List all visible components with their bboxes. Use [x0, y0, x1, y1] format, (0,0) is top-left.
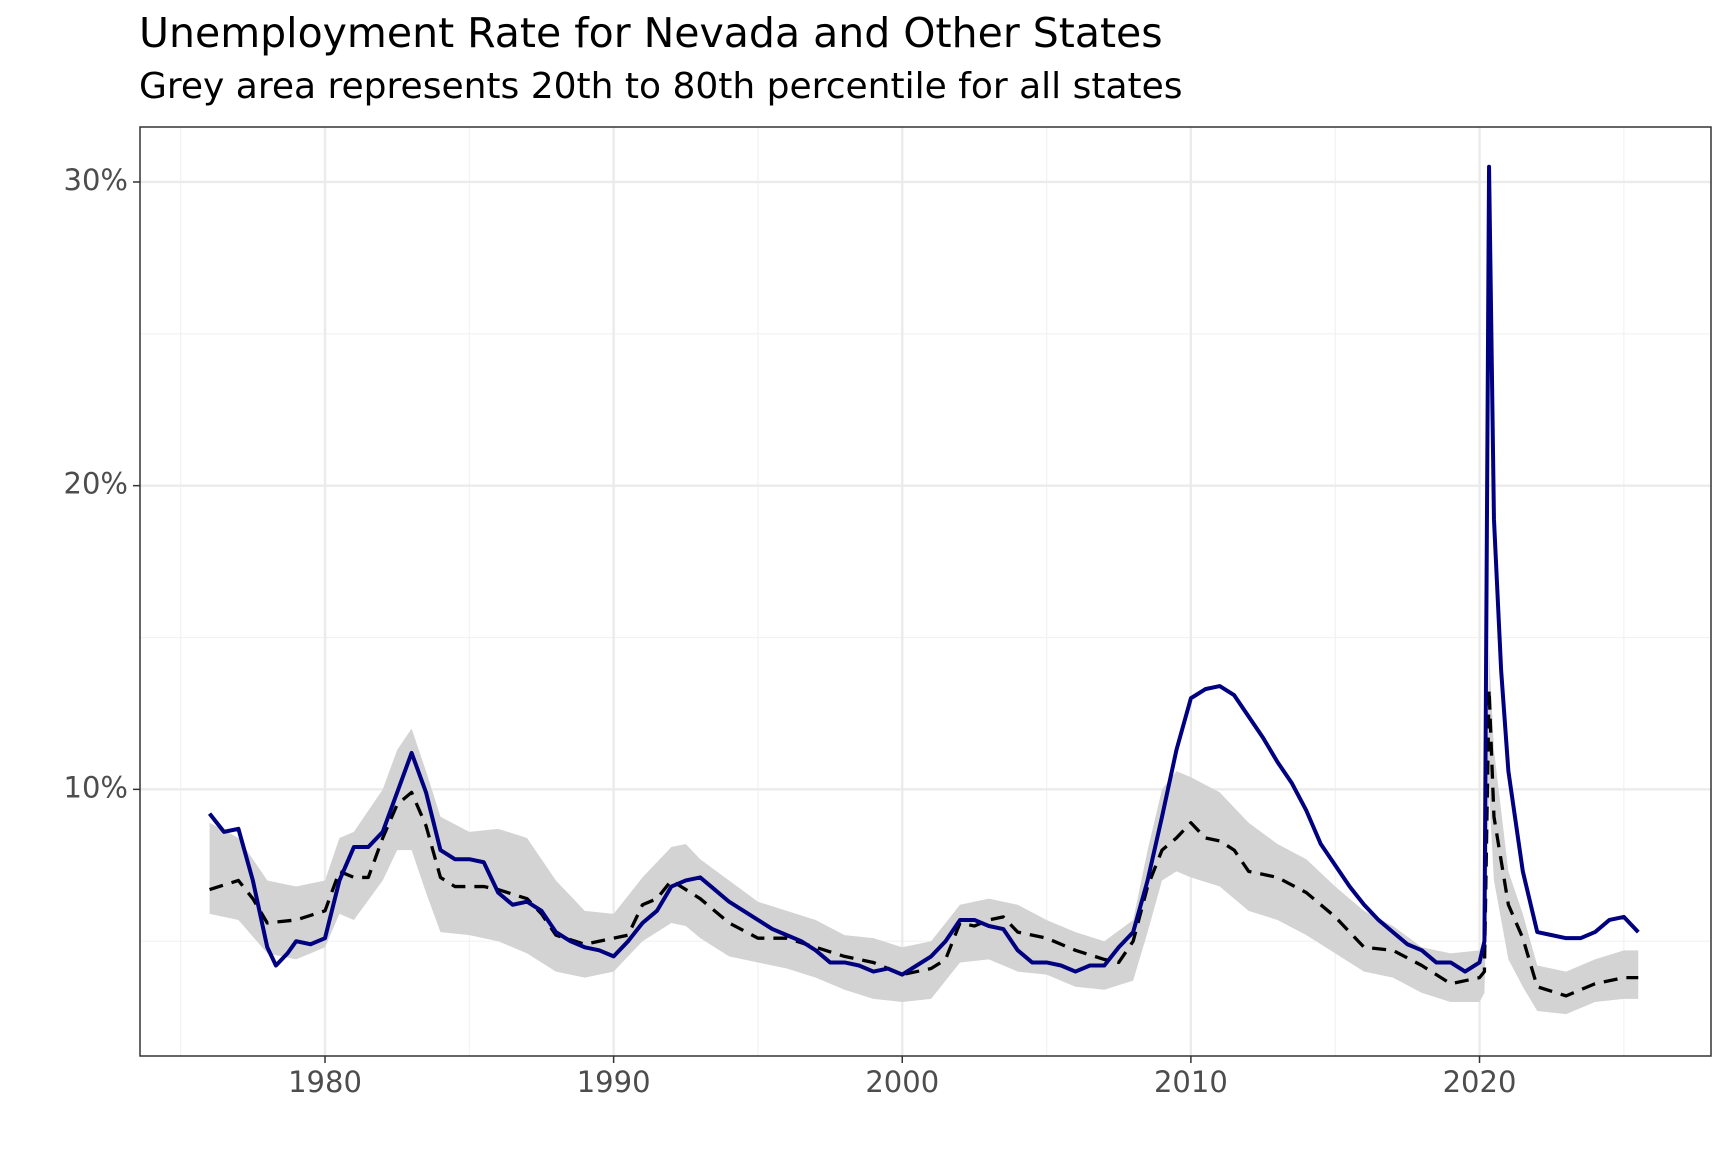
x-tick-label: 2010 — [1154, 1065, 1228, 1099]
series-line — [207, 164, 1640, 977]
x-tick-label: 2000 — [865, 1065, 939, 1099]
chart-subtitle: Grey area represents 20th to 80th percen… — [139, 66, 1183, 107]
percentile-band — [209, 649, 1639, 1015]
x-tick-label: 1990 — [577, 1065, 651, 1099]
y-tick-label: 30% — [64, 163, 128, 197]
y-tick-label: 20% — [64, 467, 128, 501]
series-line — [209, 687, 1639, 998]
x-tick-label: 2020 — [1443, 1065, 1517, 1099]
panel-border — [139, 126, 1712, 1057]
x-tick-label: 1980 — [288, 1065, 362, 1099]
chart-title: Unemployment Rate for Nevada and Other S… — [139, 9, 1163, 57]
y-tick-label: 10% — [64, 770, 128, 804]
